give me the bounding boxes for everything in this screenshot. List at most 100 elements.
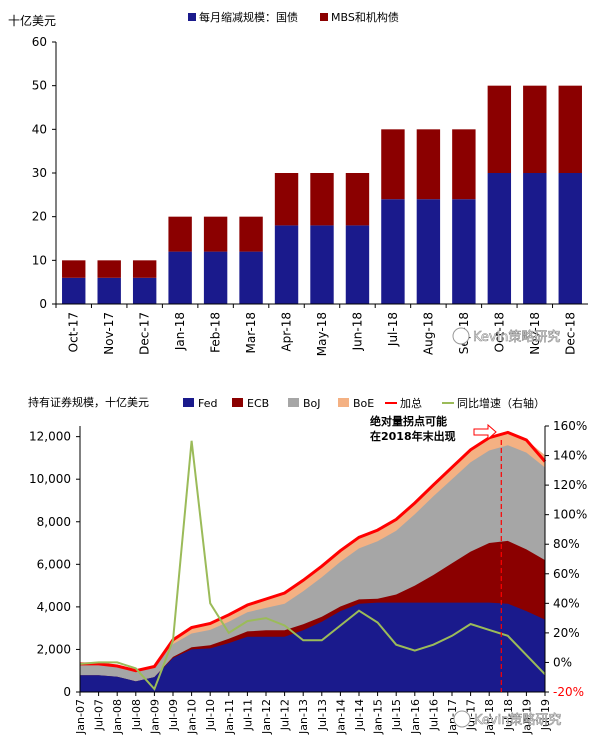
bottom-x-tick-label: Jul-08 (130, 699, 143, 731)
bottom-x-tick-label: Jul-16 (427, 699, 440, 731)
bar-mbs-May-18 (310, 173, 334, 226)
bar-mbs-Nov-17 (97, 260, 121, 278)
bottom-legend-label-1: ECB (247, 397, 269, 410)
top-x-tick-label: Dec-17 (138, 312, 152, 355)
bottom-left-tick-label: 8,000 (37, 515, 71, 529)
top-y-tick-label: 10 (32, 253, 47, 267)
bottom-x-tick-label: Jan-16 (409, 699, 422, 735)
bottom-right-tick-label: 140% (553, 449, 587, 463)
top-x-tick-label: Dec-18 (563, 312, 577, 355)
bottom-left-tick-label: 0 (63, 685, 71, 699)
top-legend-swatch-1 (320, 13, 328, 21)
bar-mbs-Jul-18 (381, 129, 405, 200)
top-legend-label-0: 每月缩减规模：国债 (199, 10, 298, 24)
bar-treasury-Dec-17 (132, 277, 157, 304)
bottom-left-tick-label: 2,000 (37, 642, 71, 656)
annotation-line2: 在2018年末出现 (370, 429, 456, 443)
bottom-title: 持有证券规模，十亿美元 (28, 395, 149, 409)
bottom-x-tick-label: Jan-17 (446, 699, 459, 735)
bottom-x-tick-label: Jul-10 (204, 699, 217, 731)
bar-treasury-May-18 (310, 225, 334, 304)
bottom-watermark-icon (453, 710, 471, 728)
bottom-left-y-axis: 0 2,000 4,000 6,000 8,000 10,000 12,000 (29, 430, 80, 699)
top-x-tick-label: May-18 (315, 312, 329, 356)
top-x-tick-label: Jan-18 (173, 312, 187, 351)
bar-mbs-Sep-18 (452, 129, 476, 200)
bottom-x-axis: Jan-07 Jul-07 Jan-08 Jul-08 Jan-09 Jul-09 Jan-… (74, 692, 552, 735)
bar-treasury-Mar-18 (239, 251, 263, 304)
top-x-tick-label: Jun-18 (350, 312, 364, 351)
bar-treasury-Nov-17 (97, 277, 121, 304)
top-legend: 每月缩减规模：国债 MBS和机构债 (188, 10, 399, 24)
top-y-tick-label: 50 (32, 79, 47, 93)
bottom-x-tick-label: Jul-09 (167, 699, 180, 731)
bar-mbs-Apr-18 (274, 173, 299, 226)
bottom-right-tick-label: 40% (553, 596, 580, 610)
top-y-tick-label: 30 (32, 166, 47, 180)
bottom-right-tick-label: -20% (553, 685, 584, 699)
top-bars (62, 85, 582, 304)
bottom-legend-swatch-1 (232, 398, 243, 407)
top-y-tick-label: 60 (32, 35, 47, 49)
bottom-right-tick-label: 160% (553, 419, 587, 433)
bottom-x-tick-label: Jul-15 (390, 699, 403, 731)
top-x-tick-label: Aug-18 (421, 312, 435, 355)
bottom-legend-label-3: BoE (353, 397, 374, 410)
top-x-tick-label: Oct-18 (492, 312, 506, 352)
bottom-legend-label-4: 加总 (400, 396, 422, 410)
top-legend-swatch-0 (188, 13, 196, 21)
top-x-tick-label: Nov-17 (102, 312, 116, 355)
bar-mbs-Aug-18 (416, 129, 441, 200)
bottom-x-tick-label: Jan-08 (111, 699, 124, 735)
bottom-right-tick-label: 60% (553, 567, 580, 581)
bottom-x-tick-label: Jul-19 (539, 699, 552, 731)
bar-treasury-Dec-18 (558, 173, 582, 304)
bar-treasury-Jun-18 (345, 225, 370, 304)
bottom-watermark: Kevin策略研究 (453, 710, 562, 728)
top-watermark-text: Kevin策略研究 (473, 329, 560, 345)
bar-mbs-Nov-18 (523, 85, 547, 173)
bottom-left-tick-label: 10,000 (29, 472, 71, 486)
area-Fed (80, 602, 545, 692)
bar-treasury-Apr-18 (274, 225, 299, 304)
top-y-tick-label: 0 (39, 297, 47, 311)
line-yoy-growth (79, 440, 546, 691)
bottom-right-tick-label: 120% (553, 478, 587, 492)
bottom-lines (79, 430, 547, 691)
top-y-tick-label: 20 (32, 210, 47, 224)
top-legend-label-1: MBS和机构债 (331, 10, 399, 24)
bar-treasury-Sep-18 (452, 199, 476, 304)
bar-mbs-Oct-18 (487, 85, 512, 173)
bottom-left-tick-label: 12,000 (29, 430, 71, 444)
bar-mbs-Oct-17 (62, 260, 86, 278)
bottom-area-chart: 持有证券规模，十亿美元 Fed ECB BoJ BoE 加总 同比增速（右轴） 0 2,00… (28, 395, 587, 735)
top-x-axis: Oct-17 Nov-17 Dec-17 Jan-18 Feb-18 Mar-18 Apr-… (55, 304, 577, 356)
bar-treasury-Feb-18 (203, 251, 228, 304)
bottom-left-tick-label: 6,000 (37, 557, 71, 571)
bottom-left-tick-label: 4,000 (37, 600, 71, 614)
top-x-tick-label: Oct-17 (67, 312, 81, 352)
bottom-legend-label-0: Fed (198, 397, 217, 410)
bar-treasury-Jul-18 (381, 199, 405, 304)
top-x-tick-label: Nov-18 (528, 312, 542, 355)
bar-mbs-Jun-18 (345, 173, 370, 226)
bottom-x-tick-label: Jan-19 (520, 699, 533, 735)
bottom-x-tick-label: Jan-18 (483, 699, 496, 735)
bottom-x-tick-label: Jan-13 (297, 699, 310, 735)
bottom-x-tick-label: Jan-09 (148, 699, 161, 735)
bottom-legend-swatch-2 (288, 398, 299, 407)
bottom-legend: Fed ECB BoJ BoE 加总 同比增速（右轴） (183, 396, 545, 410)
bar-treasury-Jan-18 (168, 251, 192, 304)
bar-mbs-Mar-18 (239, 216, 263, 252)
top-x-tick-label: Mar-18 (244, 312, 258, 353)
bottom-stacked-areas (80, 432, 545, 692)
bar-treasury-Aug-18 (416, 199, 441, 304)
bottom-right-tick-label: 20% (553, 626, 580, 640)
top-watermark-icon (452, 327, 470, 345)
bottom-legend-swatch-0 (183, 398, 194, 407)
bottom-legend-label-2: BoJ (303, 397, 321, 410)
bottom-x-tick-label: Jan-12 (260, 699, 273, 735)
bar-mbs-Jan-18 (168, 216, 192, 252)
bottom-x-tick-label: Jul-13 (316, 699, 329, 731)
